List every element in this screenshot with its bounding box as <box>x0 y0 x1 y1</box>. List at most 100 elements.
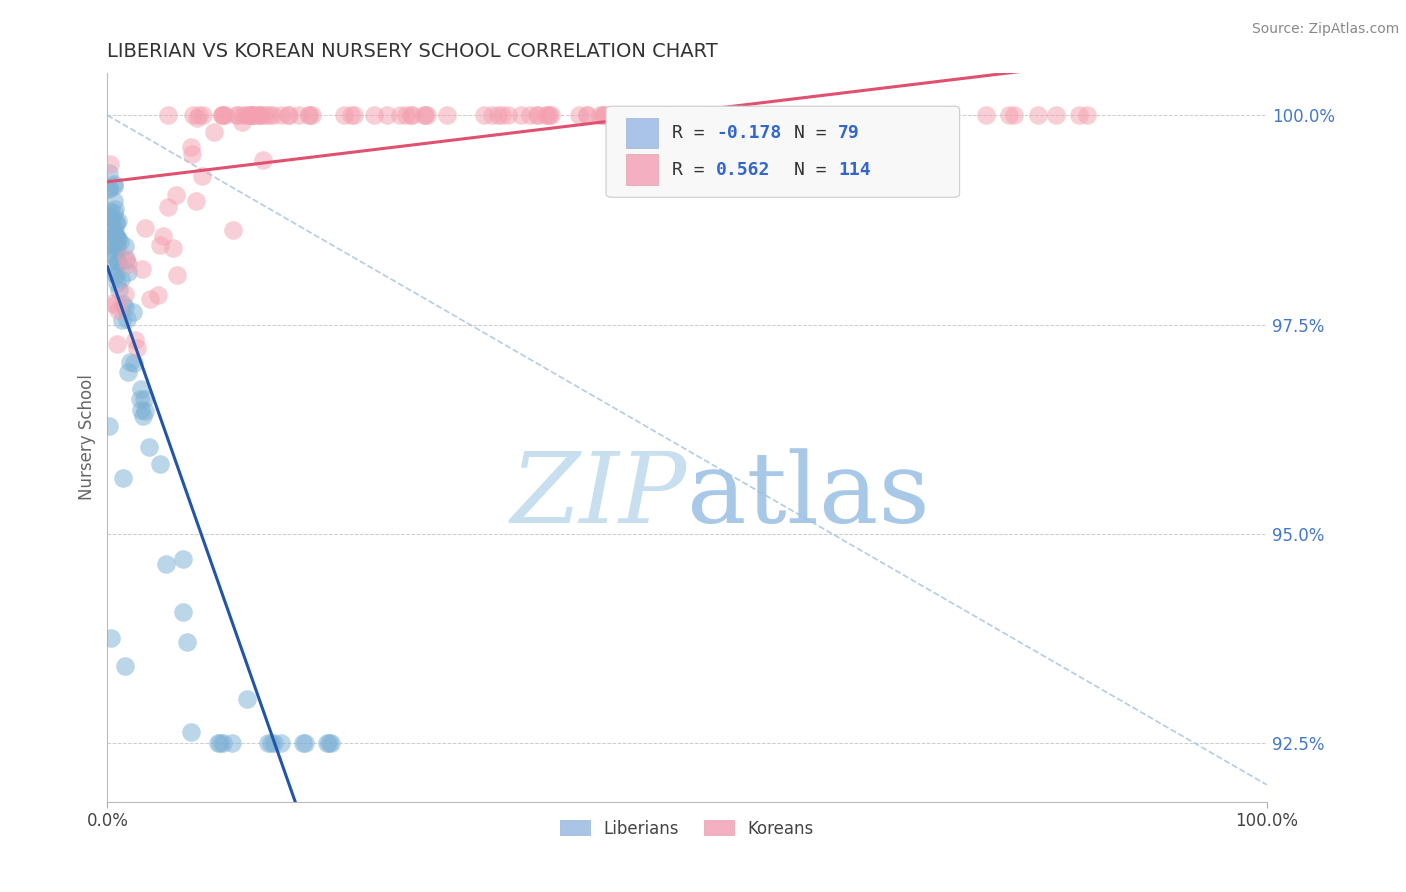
Point <box>315 736 337 750</box>
Point <box>149 238 172 252</box>
Point <box>318 736 340 750</box>
Point <box>108 283 131 297</box>
Point <box>214 108 236 122</box>
FancyBboxPatch shape <box>606 106 960 197</box>
Point <box>254 108 277 122</box>
Point <box>242 108 264 122</box>
Point <box>413 108 436 122</box>
Point <box>104 218 127 232</box>
Point <box>180 139 202 153</box>
Point <box>138 293 160 307</box>
Point <box>107 254 129 268</box>
Point <box>238 108 260 122</box>
Point <box>236 692 259 706</box>
Point <box>111 470 134 484</box>
Point <box>1045 108 1067 122</box>
Point <box>97 181 120 195</box>
Point <box>121 305 143 319</box>
Point <box>180 725 202 739</box>
Point <box>132 409 155 424</box>
Point <box>212 108 235 122</box>
Point <box>100 235 122 249</box>
Point <box>342 108 364 122</box>
Point <box>292 736 315 750</box>
Point <box>114 239 136 253</box>
Point <box>1002 108 1025 122</box>
Point <box>389 108 412 122</box>
Point <box>247 108 270 122</box>
Point <box>162 241 184 255</box>
Point <box>638 108 661 122</box>
Point <box>105 239 128 253</box>
Point <box>184 194 207 209</box>
Point <box>416 108 439 122</box>
Point <box>536 108 558 122</box>
Point <box>212 736 235 750</box>
Point <box>134 221 156 235</box>
Point <box>115 252 138 267</box>
Point <box>176 634 198 648</box>
Point <box>97 181 120 195</box>
Point <box>259 736 281 750</box>
Text: LIBERIAN VS KOREAN NURSERY SCHOOL CORRELATION CHART: LIBERIAN VS KOREAN NURSERY SCHOOL CORREL… <box>107 42 718 61</box>
Point <box>301 108 323 122</box>
Point <box>936 108 959 122</box>
Point <box>481 108 503 122</box>
Point <box>297 108 319 122</box>
Point <box>240 108 263 122</box>
Point <box>225 108 247 122</box>
Point <box>98 157 121 171</box>
Point <box>104 248 127 262</box>
Point <box>221 736 243 750</box>
Point <box>277 108 299 122</box>
Point <box>104 268 127 282</box>
Point <box>110 272 132 286</box>
Point <box>181 147 204 161</box>
Point <box>155 557 177 571</box>
Point <box>124 333 146 347</box>
Point <box>134 404 156 418</box>
Point <box>181 108 204 122</box>
Point <box>107 232 129 246</box>
Point <box>932 108 955 122</box>
Y-axis label: Nursery School: Nursery School <box>79 375 96 500</box>
Point <box>375 108 398 122</box>
Point <box>97 166 120 180</box>
Point <box>138 440 160 454</box>
Point <box>103 178 125 193</box>
Point <box>202 125 225 139</box>
Point <box>131 262 153 277</box>
Point <box>758 108 780 122</box>
FancyBboxPatch shape <box>626 118 658 148</box>
Point <box>865 108 887 122</box>
Point <box>540 108 562 122</box>
Point <box>98 204 121 219</box>
Point <box>114 300 136 314</box>
Point <box>472 108 495 122</box>
Point <box>537 108 560 122</box>
Point <box>104 227 127 242</box>
Text: -0.178: -0.178 <box>716 124 782 142</box>
Point <box>537 108 560 122</box>
Point <box>103 178 125 192</box>
Point <box>172 552 194 566</box>
Point <box>101 211 124 225</box>
Text: N =: N = <box>794 161 838 178</box>
Point <box>575 108 598 122</box>
Text: ZIP: ZIP <box>510 448 688 543</box>
Point <box>103 220 125 235</box>
Point <box>114 659 136 673</box>
Point <box>103 194 125 208</box>
Point <box>156 108 179 122</box>
Point <box>117 257 139 271</box>
Point <box>114 286 136 301</box>
Point <box>498 108 520 122</box>
Point <box>146 288 169 302</box>
Point <box>247 108 270 122</box>
Point <box>242 108 264 122</box>
Text: atlas: atlas <box>688 448 929 543</box>
Text: 114: 114 <box>838 161 870 178</box>
Point <box>103 206 125 220</box>
Point <box>231 108 253 122</box>
Point <box>252 153 274 167</box>
